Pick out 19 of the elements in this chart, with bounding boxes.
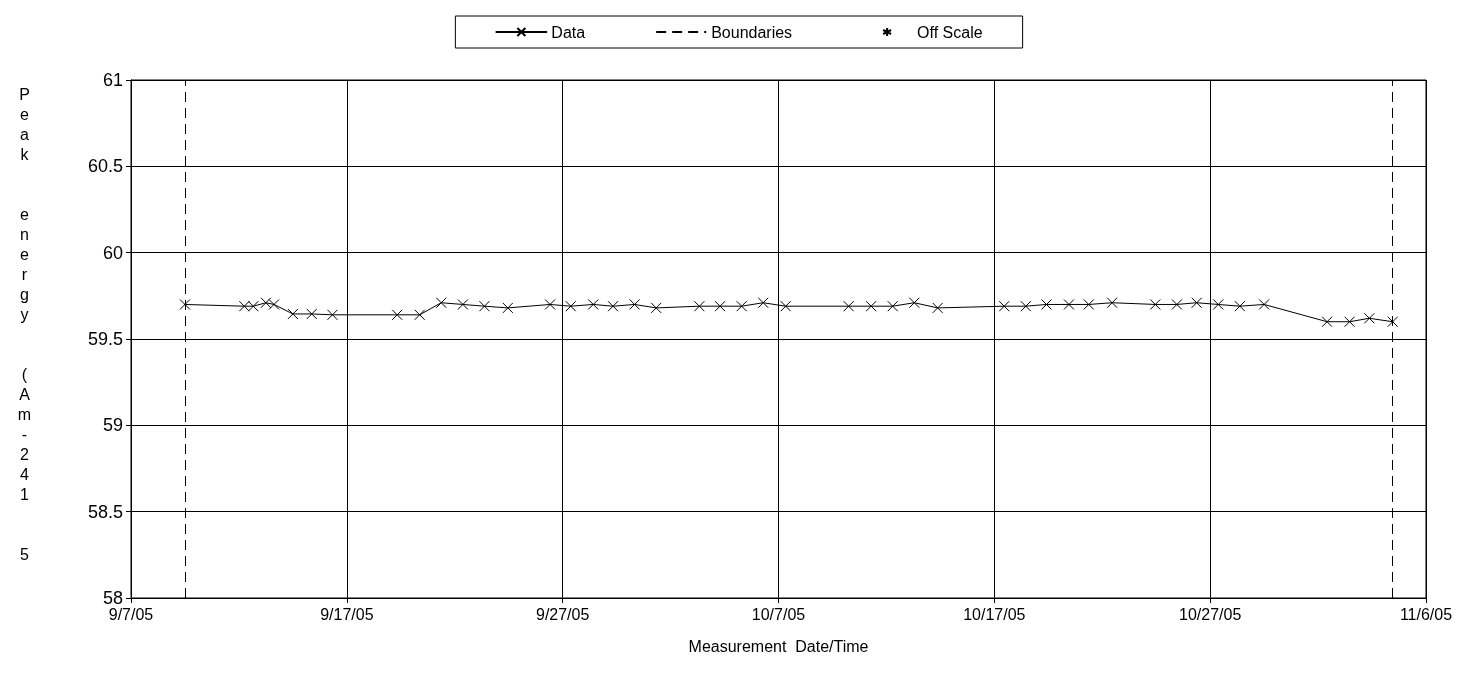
- y-tick-label: 59.5: [87, 329, 123, 349]
- x-tick-label: 9/17/05: [320, 605, 374, 623]
- y-tick-label: 60: [102, 242, 123, 263]
- y-tick-label: 59: [102, 415, 123, 436]
- x-tick-label: 10/27/05: [1179, 605, 1242, 623]
- x-tick-label: 11/6/05: [1399, 605, 1453, 623]
- x-tick-label: 10/17/05: [963, 605, 1026, 623]
- x-axis-title: Measurement Date/Time: [688, 637, 869, 655]
- y-tick-label: 58.5: [87, 501, 123, 522]
- y-tick-label: 61: [102, 70, 123, 90]
- x-tick-label: 9/27/05: [535, 605, 590, 623]
- y-tick-label: 58: [102, 588, 123, 608]
- legend-label: Boundaries: [711, 23, 793, 41]
- x-tick-label: 10/7/05: [751, 605, 806, 623]
- y-axis-title: Peak energy (Am-241 5: [15, 86, 34, 566]
- legend-label: Data: [551, 23, 586, 41]
- y-tick-label: 60.5: [87, 156, 123, 177]
- legend-label: Off Scale: [917, 23, 983, 41]
- x-tick-label: 9/7/05: [108, 605, 154, 623]
